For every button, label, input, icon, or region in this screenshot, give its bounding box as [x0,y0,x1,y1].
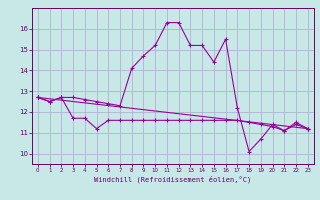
X-axis label: Windchill (Refroidissement éolien,°C): Windchill (Refroidissement éolien,°C) [94,176,252,183]
